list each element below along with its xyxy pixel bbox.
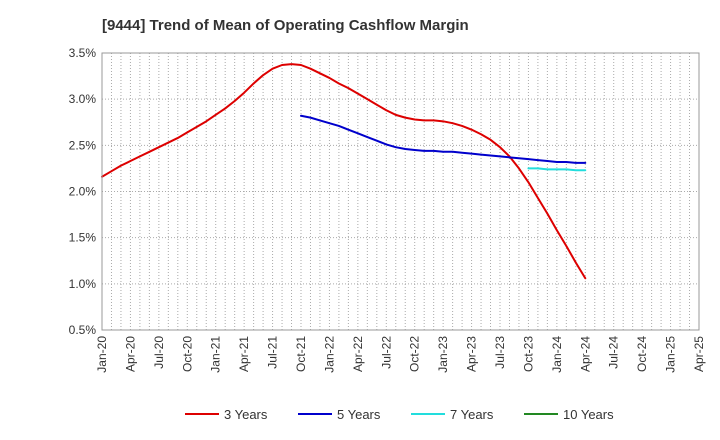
y-tick-label: 0.5% xyxy=(69,323,97,337)
x-tick-label: Oct-22 xyxy=(408,336,422,372)
y-tick-label: 1.5% xyxy=(69,231,97,245)
legend-label: 10 Years xyxy=(563,407,614,422)
plot-border xyxy=(101,52,700,331)
x-tick-label: Apr-25 xyxy=(692,336,706,372)
x-tick-label: Apr-23 xyxy=(465,336,479,372)
x-tick-label: Apr-24 xyxy=(578,336,592,372)
y-axis-labels: 3.5% 3.0% 2.5% 2.0% 1.5% 1.0% 0.5% xyxy=(69,46,97,337)
x-tick-label: Oct-21 xyxy=(294,336,308,372)
y-tick-label: 2.5% xyxy=(69,138,97,152)
y-gridlines xyxy=(102,98,699,285)
x-tick-label: Jul-23 xyxy=(493,336,507,369)
legend-label: 7 Years xyxy=(450,407,494,422)
x-tick-label: Jan-21 xyxy=(209,336,223,373)
y-tick-label: 2.0% xyxy=(69,185,97,199)
y-tick-label: 1.0% xyxy=(69,277,97,291)
x-tick-label: Apr-22 xyxy=(351,336,365,372)
series-lines xyxy=(101,63,587,280)
y-tick-label: 3.5% xyxy=(69,46,97,60)
x-tick-label: Jan-25 xyxy=(664,336,678,373)
legend-label: 5 Years xyxy=(337,407,381,422)
x-tick-label: Oct-24 xyxy=(635,336,649,372)
x-tick-label: Apr-21 xyxy=(237,336,251,372)
x-axis-labels: Jan-20 Apr-20 Jul-20 Oct-20 Jan-21 Apr-21 Jul-… xyxy=(95,336,706,373)
x-tick-label: Jan-24 xyxy=(550,336,564,373)
x-tick-label: Jul-21 xyxy=(266,336,280,369)
x-tick-label: Jul-20 xyxy=(152,336,166,369)
legend-label: 3 Years xyxy=(224,407,268,422)
series-line-5-years xyxy=(300,114,587,164)
x-tick-label: Jul-22 xyxy=(379,336,393,369)
x-tick-label: Oct-20 xyxy=(180,336,194,372)
y-tick-label: 3.0% xyxy=(69,92,97,106)
series-line-7-years xyxy=(527,167,587,172)
x-tick-label: Jul-24 xyxy=(607,336,621,369)
legend: 3 Years 5 Years 7 Years 10 Years xyxy=(185,407,614,422)
series-line-3-years xyxy=(101,63,587,280)
x-tick-label: Jan-22 xyxy=(322,336,336,373)
x-tick-label: Jan-20 xyxy=(95,336,109,373)
x-tick-label: Jan-23 xyxy=(436,336,450,373)
chart-title: [9444] Trend of Mean of Operating Cashfl… xyxy=(102,17,469,34)
x-tick-label: Oct-23 xyxy=(521,336,535,372)
x-tick-label: Apr-20 xyxy=(123,336,137,372)
